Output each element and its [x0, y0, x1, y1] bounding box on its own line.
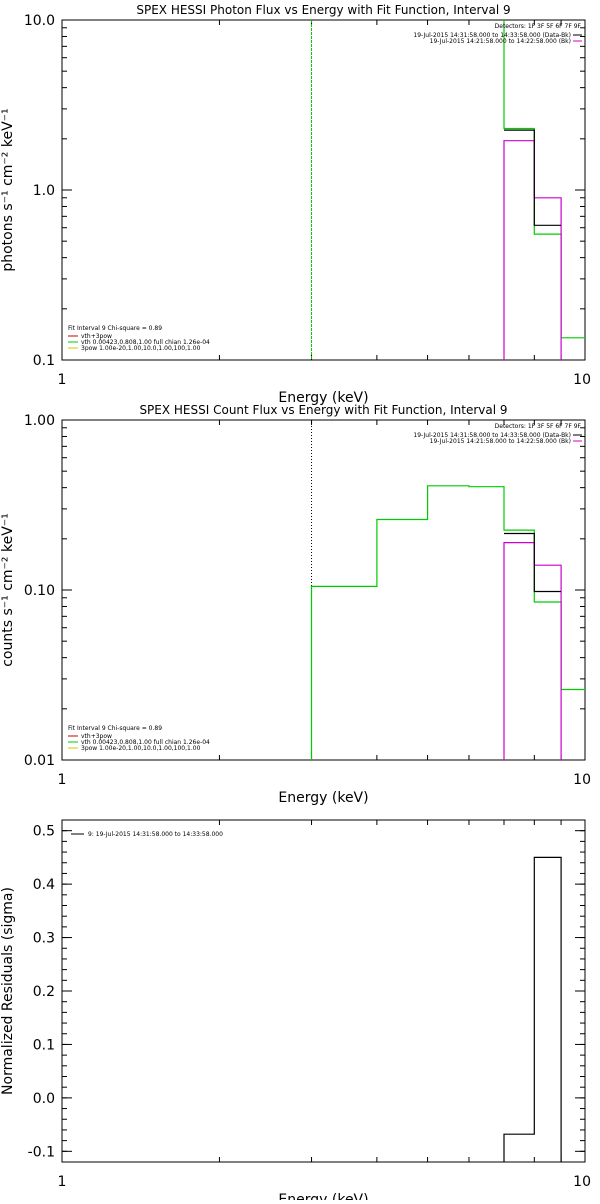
y-axis: 0.01 0.10 1.00	[24, 413, 585, 769]
x-axis-label: Energy (keV)	[278, 390, 368, 406]
plot-frame	[61, 419, 586, 761]
y-axis-label: photons s⁻¹ cm⁻² keV⁻¹	[0, 108, 16, 271]
legend-entry: 3pow 1.00e-20,1.00,10.0,1.00,100,1.00	[81, 745, 201, 752]
x-tick-label: 10	[573, 1174, 591, 1190]
legend-entry: vth 0.00423,0.808,1.00 full chian 1.26e-…	[81, 739, 210, 746]
x-axis: 1 10	[58, 420, 591, 788]
panel-2: SPEX HESSI Count Flux vs Energy with Fit…	[0, 403, 591, 806]
legend-entry: 19-Jul-2015 14:21:58.000 to 14:22:58.000…	[430, 438, 571, 445]
legend-entry: 19-Jul-2015 14:21:58.000 to 14:22:58.000…	[430, 38, 571, 45]
legend-bottom: Fit Interval 9 Chi-square = 0.89vth+3pow…	[68, 725, 210, 752]
x-axis: 1 10	[58, 20, 591, 388]
y-tick-label: 0.01	[24, 753, 55, 769]
legend-header: Fit Interval 9 Chi-square = 0.89	[68, 725, 162, 732]
x-axis: 1 10	[58, 820, 591, 1190]
series-line-2	[503, 140, 562, 360]
series-line-1	[310, 485, 585, 760]
legend-entry: vth+3pow	[81, 733, 112, 740]
legend-header: Detectors: 1F 3F 5F 6F 7F 9F	[495, 423, 582, 430]
y-tick-label: 1.00	[24, 413, 55, 429]
series-line-1	[503, 856, 562, 1162]
legend-entry: vth 0.00423,0.808,1.00 full chian 1.26e-…	[81, 339, 210, 346]
legend-header: Detectors: 1F 3F 5F 6F 7F 9F	[495, 23, 582, 30]
x-axis-label: Energy (keV)	[278, 790, 368, 806]
y-axis: 0.1 1.0 10.0	[24, 13, 585, 369]
y-axis-label: counts s⁻¹ cm⁻² keV⁻¹	[0, 513, 16, 667]
y-axis: -0.1 0.0 0.1 0.2 0.3 0.4 0.5	[28, 824, 585, 1160]
x-tick-label: 10	[573, 372, 591, 388]
y-tick-label: 0.2	[33, 984, 55, 1000]
y-axis-label: Normalized Residuals (sigma)	[0, 887, 16, 1095]
x-tick-label: 1	[58, 772, 67, 788]
series-line-2	[503, 542, 562, 760]
plot-frame	[61, 19, 586, 361]
legend-top: Detectors: 1F 3F 5F 6F 7F 9F 19-Jul-2015 …	[413, 423, 582, 445]
y-tick-label: 0.0	[33, 1091, 55, 1107]
y-tick-label: 0.5	[33, 824, 55, 840]
y-tick-label: 10.0	[24, 13, 55, 29]
y-tick-label: 0.1	[33, 353, 55, 369]
series-line-3	[504, 532, 562, 593]
legend-entry: 3pow 1.00e-20,1.00,10.0,1.00,100,1.00	[81, 345, 201, 352]
panel-3: 1 10 Energy (keV) -0.1 0.0 0.1 0.2 0.3 0.4 0.5 Nor…	[0, 819, 591, 1204]
y-tick-label: -0.1	[28, 1144, 55, 1160]
y-tick-label: 0.3	[33, 931, 55, 947]
series-line-3	[504, 129, 562, 226]
legend-entry: 19-Jul-2015 14:31:58.000 to 14:33:58.000…	[413, 32, 571, 39]
x-tick-label: 10	[573, 772, 591, 788]
y-tick-label: 0.10	[24, 583, 55, 599]
panel-1: SPEX HESSI Photon Flux vs Energy with Fi…	[0, 3, 591, 406]
legend-top: Detectors: 1F 3F 5F 6F 7F 9F 19-Jul-2015 …	[413, 23, 582, 45]
plot-frame	[61, 819, 586, 1163]
legend-bottom: Fit Interval 9 Chi-square = 0.89vth+3pow…	[68, 325, 210, 352]
legend-header: Fit Interval 9 Chi-square = 0.89	[68, 325, 162, 332]
y-tick-label: 0.1	[33, 1037, 55, 1053]
y-tick-label: 1.0	[33, 183, 55, 199]
legend-entry: 19-Jul-2015 14:31:58.000 to 14:33:58.000…	[413, 432, 571, 439]
x-tick-label: 1	[58, 372, 67, 388]
chart-title: SPEX HESSI Count Flux vs Energy with Fit…	[139, 403, 507, 417]
y-tick-label: 0.4	[33, 877, 55, 893]
legend-top: 9: 19-Jul-2015 14:31:58.000 to 14:33:58.…	[71, 831, 223, 838]
x-tick-label: 1	[58, 1174, 67, 1190]
series-line-1	[503, 20, 585, 339]
chart-title: SPEX HESSI Photon Flux vs Energy with Fi…	[136, 3, 510, 17]
x-axis-label: Energy (keV)	[278, 1192, 368, 1200]
legend-entry: vth+3pow	[81, 333, 112, 340]
legend-entry: 9: 19-Jul-2015 14:31:58.000 to 14:33:58.…	[88, 831, 223, 838]
